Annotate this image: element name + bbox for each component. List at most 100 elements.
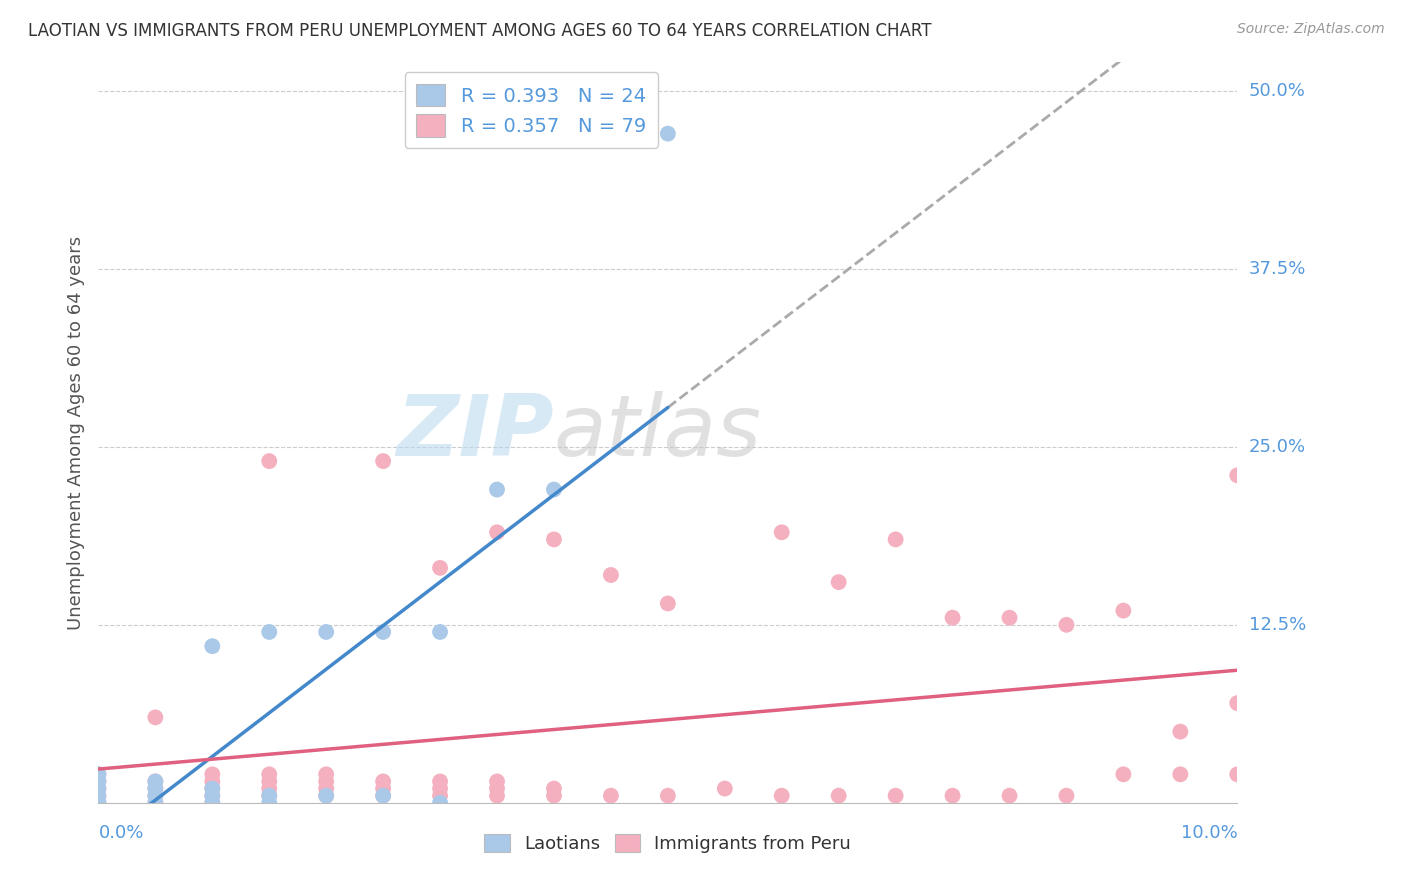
Point [486,789,509,803]
Point [201,781,224,796]
Point [486,774,509,789]
Point [315,774,337,789]
Point [87,767,110,781]
Point [828,575,851,590]
Point [373,781,395,796]
Text: 37.5%: 37.5% [1249,260,1306,278]
Text: ZIP: ZIP [396,391,554,475]
Point [429,796,451,810]
Point [259,624,281,639]
Text: 50.0%: 50.0% [1249,82,1306,100]
Point [1112,604,1135,618]
Point [145,796,167,810]
Point [87,781,110,796]
Point [315,789,337,803]
Point [259,796,281,810]
Text: 10.0%: 10.0% [1181,824,1237,842]
Point [884,789,907,803]
Text: atlas: atlas [554,391,762,475]
Point [1226,468,1249,483]
Point [201,774,224,789]
Point [87,774,110,789]
Text: 25.0%: 25.0% [1249,438,1306,456]
Point [998,610,1021,624]
Point [201,789,224,803]
Text: LAOTIAN VS IMMIGRANTS FROM PERU UNEMPLOYMENT AMONG AGES 60 TO 64 YEARS CORRELATI: LAOTIAN VS IMMIGRANTS FROM PERU UNEMPLOY… [28,22,932,40]
Point [259,781,281,796]
Point [259,454,281,468]
Point [201,767,224,781]
Point [315,767,337,781]
Point [543,781,565,796]
Point [1112,767,1135,781]
Point [486,525,509,540]
Point [429,781,451,796]
Point [714,781,737,796]
Point [145,710,167,724]
Point [998,789,1021,803]
Point [770,525,793,540]
Point [87,796,110,810]
Point [315,789,337,803]
Point [145,789,167,803]
Point [657,127,679,141]
Point [201,789,224,803]
Point [145,796,167,810]
Point [543,789,565,803]
Point [259,774,281,789]
Text: 0.0%: 0.0% [98,824,143,842]
Point [201,796,224,810]
Point [87,767,110,781]
Point [1170,724,1192,739]
Point [657,789,679,803]
Point [429,789,451,803]
Y-axis label: Unemployment Among Ages 60 to 64 years: Unemployment Among Ages 60 to 64 years [66,235,84,630]
Point [145,781,167,796]
Point [315,781,337,796]
Point [942,610,965,624]
Point [145,789,167,803]
Point [942,789,965,803]
Point [201,639,224,653]
Point [315,624,337,639]
Point [1170,767,1192,781]
Text: Source: ZipAtlas.com: Source: ZipAtlas.com [1237,22,1385,37]
Point [259,767,281,781]
Point [259,789,281,803]
Point [600,789,623,803]
Point [145,774,167,789]
Point [87,781,110,796]
Point [1226,767,1249,781]
Point [1226,696,1249,710]
Point [87,774,110,789]
Point [429,774,451,789]
Text: 12.5%: 12.5% [1249,615,1306,634]
Point [429,624,451,639]
Point [373,454,395,468]
Point [87,789,110,803]
Point [884,533,907,547]
Point [770,789,793,803]
Point [1056,617,1078,632]
Point [828,789,851,803]
Point [600,568,623,582]
Point [201,781,224,796]
Point [201,796,224,810]
Point [486,781,509,796]
Legend: Laotians, Immigrants from Peru: Laotians, Immigrants from Peru [477,827,859,861]
Point [1056,789,1078,803]
Point [373,789,395,803]
Point [87,789,110,803]
Point [543,483,565,497]
Point [373,789,395,803]
Point [145,781,167,796]
Point [657,597,679,611]
Point [486,483,509,497]
Point [373,774,395,789]
Point [373,624,395,639]
Point [259,789,281,803]
Point [429,561,451,575]
Point [87,796,110,810]
Point [543,533,565,547]
Point [145,774,167,789]
